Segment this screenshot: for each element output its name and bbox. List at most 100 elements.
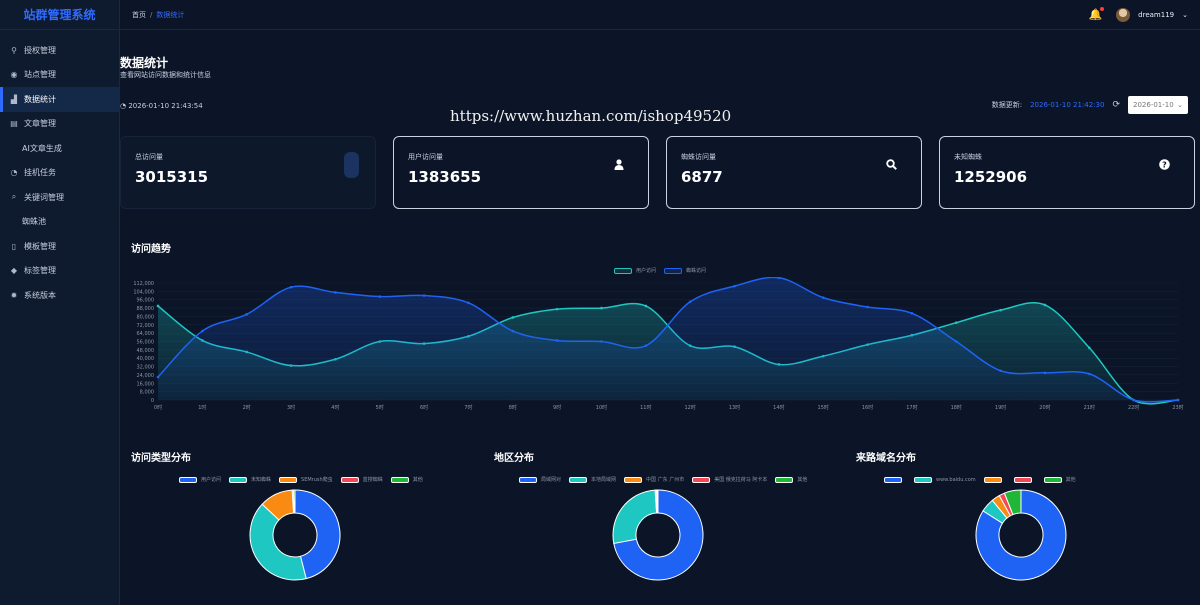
pill-icon bbox=[344, 152, 359, 178]
sidebar-item[interactable]: ⚲ 授权管理 bbox=[0, 38, 119, 63]
data-point[interactable] bbox=[600, 340, 603, 343]
data-point[interactable] bbox=[467, 301, 470, 305]
update-time: 2026-01-10 21:42:30 bbox=[1030, 101, 1105, 109]
stat-card-unknown: 未知蜘蛛 1252906 ? bbox=[939, 136, 1195, 209]
data-point[interactable] bbox=[555, 307, 559, 311]
data-point[interactable] bbox=[1043, 303, 1047, 307]
sidebar-item[interactable]: ◔ 挂机任务 bbox=[0, 161, 119, 186]
legend-label[interactable]: 蓝搜蜘蛛 bbox=[362, 477, 383, 483]
key-icon: ⚲ bbox=[11, 45, 17, 55]
data-point[interactable] bbox=[821, 296, 825, 299]
pie-slice[interactable] bbox=[1003, 489, 1022, 516]
legend-label[interactable]: 用户访问 bbox=[636, 268, 657, 274]
chart-icon: ▟ bbox=[10, 94, 18, 104]
data-point[interactable] bbox=[777, 277, 781, 280]
legend-swatch bbox=[624, 476, 643, 483]
data-point[interactable] bbox=[999, 369, 1002, 373]
legend-label[interactable]: 其他 bbox=[412, 477, 423, 483]
region-title: 地区分布 bbox=[494, 453, 534, 464]
x-tick-label: 5时 bbox=[376, 404, 384, 411]
avatar[interactable] bbox=[1116, 7, 1131, 22]
data-point[interactable] bbox=[733, 284, 736, 288]
x-tick-label: 9时 bbox=[553, 404, 561, 411]
pie-slice[interactable] bbox=[612, 489, 658, 545]
page-title: 数据统计 bbox=[120, 56, 169, 70]
data-point[interactable] bbox=[600, 306, 603, 310]
data-point[interactable] bbox=[555, 339, 559, 342]
legend-label[interactable]: 其他 bbox=[797, 477, 808, 483]
x-tick-label: 15时 bbox=[818, 404, 829, 411]
data-point[interactable] bbox=[954, 321, 958, 324]
sidebar-item[interactable]: ▤ 文章管理 bbox=[0, 112, 119, 137]
data-point[interactable] bbox=[688, 300, 692, 304]
data-point[interactable] bbox=[511, 316, 515, 319]
legend-label[interactable]: 蜘蛛访问 bbox=[686, 268, 707, 274]
sidebar-item[interactable]: 蜘蛛池 bbox=[0, 210, 119, 235]
data-point[interactable] bbox=[334, 291, 337, 294]
data-point[interactable] bbox=[1043, 371, 1047, 375]
y-tick-label: 40,000 bbox=[137, 356, 155, 362]
legend-label[interactable]: 局域网对 bbox=[541, 477, 562, 483]
globe-icon: ◉ bbox=[10, 70, 18, 80]
legend-label[interactable]: SEMrush爬虫 bbox=[301, 477, 333, 483]
legend-label[interactable]: 其他 bbox=[1065, 477, 1076, 483]
pie-slice[interactable] bbox=[249, 503, 307, 581]
pie-slice[interactable] bbox=[975, 489, 1067, 581]
data-point[interactable] bbox=[511, 329, 515, 333]
sidebar-item[interactable]: ▯ 模板管理 bbox=[0, 234, 119, 259]
sidebar-item[interactable]: ✹ 系统版本 bbox=[0, 283, 119, 308]
sidebar-item[interactable]: ▟ 数据统计 bbox=[0, 87, 119, 112]
sidebar-item[interactable]: ⌕ 关键词管理 bbox=[0, 185, 119, 210]
legend-label[interactable]: 中国 广东 广州市 bbox=[646, 477, 685, 483]
chevron-down-icon[interactable]: ⌄ bbox=[1182, 10, 1188, 19]
pie-slice[interactable] bbox=[656, 489, 659, 514]
document-icon: ▤ bbox=[10, 119, 18, 129]
legend-label[interactable]: www.baidu.com bbox=[936, 476, 976, 483]
legend-label[interactable]: 用户访问 bbox=[201, 477, 222, 483]
legend-label[interactable]: 美国 俄克拉荷马 阿卡本 bbox=[714, 477, 768, 483]
date-select[interactable]: 2026-01-10 ⌄ bbox=[1128, 96, 1188, 114]
question-icon: ? bbox=[1159, 159, 1170, 173]
data-point[interactable] bbox=[422, 294, 426, 297]
legend-label[interactable]: 未知蜘蛛 bbox=[251, 477, 272, 483]
sidebar-item-label: 标签管理 bbox=[24, 266, 56, 276]
data-point[interactable] bbox=[156, 304, 160, 308]
data-point[interactable] bbox=[1132, 398, 1135, 402]
data-point[interactable] bbox=[644, 344, 648, 347]
data-point[interactable] bbox=[378, 295, 382, 298]
pie-slice[interactable] bbox=[294, 489, 341, 580]
x-tick-label: 7时 bbox=[464, 404, 472, 411]
region-pie-chart bbox=[612, 489, 704, 581]
data-point[interactable] bbox=[999, 308, 1002, 312]
update-bar: 数据更新: 2026-01-10 21:42:30 ⟳ 2026-01-10 ⌄ bbox=[992, 96, 1188, 114]
data-point[interactable] bbox=[201, 329, 204, 333]
sidebar-item[interactable]: ◆ 标签管理 bbox=[0, 259, 119, 284]
data-point[interactable] bbox=[866, 305, 869, 309]
refresh-icon[interactable]: ⟳ bbox=[1112, 100, 1120, 110]
pie-slice[interactable] bbox=[293, 489, 296, 514]
x-tick-label: 3时 bbox=[287, 404, 295, 411]
data-point[interactable] bbox=[910, 311, 914, 315]
legend-label[interactable]: 本地局域网 bbox=[591, 477, 617, 483]
data-point[interactable] bbox=[954, 340, 958, 343]
data-point[interactable] bbox=[1088, 346, 1091, 350]
data-point[interactable] bbox=[1176, 398, 1180, 402]
pie-slice[interactable] bbox=[613, 489, 704, 581]
y-tick-label: 104,000 bbox=[133, 289, 154, 295]
data-point[interactable] bbox=[245, 313, 248, 316]
breadcrumb-home[interactable]: 首页 bbox=[132, 10, 146, 19]
x-tick-label: 18时 bbox=[951, 404, 962, 411]
x-tick-label: 4时 bbox=[331, 404, 339, 411]
username[interactable]: dream119 bbox=[1138, 10, 1175, 19]
sidebar-item[interactable]: AI文章生成 bbox=[0, 136, 119, 161]
y-tick-label: 8,000 bbox=[140, 390, 154, 396]
file-icon: ▯ bbox=[11, 241, 17, 251]
sidebar-item[interactable]: ◉ 站点管理 bbox=[0, 63, 119, 88]
data-point[interactable] bbox=[289, 285, 293, 289]
data-point[interactable] bbox=[644, 304, 648, 308]
x-tick-label: 19时 bbox=[995, 404, 1006, 411]
bell-icon[interactable]: 🔔 bbox=[1088, 7, 1105, 21]
data-point[interactable] bbox=[156, 375, 160, 379]
data-point[interactable] bbox=[1088, 372, 1091, 376]
x-tick-label: 16时 bbox=[862, 404, 873, 411]
